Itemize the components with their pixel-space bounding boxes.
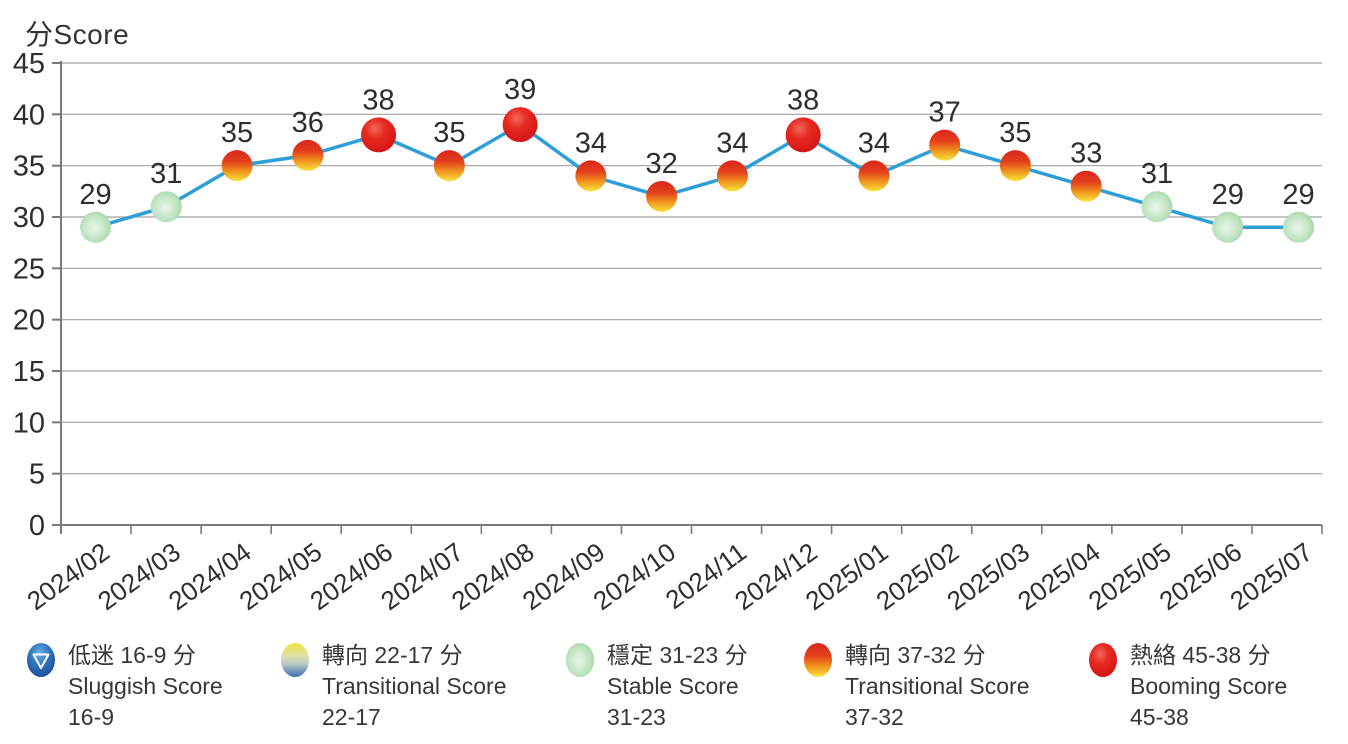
- svg-text:25: 25: [13, 253, 45, 285]
- svg-text:15: 15: [13, 356, 45, 388]
- svg-text:35: 35: [999, 117, 1031, 149]
- svg-text:2025/07: 2025/07: [1224, 537, 1318, 617]
- svg-text:33: 33: [1070, 138, 1102, 170]
- y-axis-title: 分Score: [25, 19, 130, 50]
- svg-text:31: 31: [150, 158, 182, 190]
- transitional-high-marker-icon: [804, 643, 832, 677]
- svg-text:37: 37: [929, 97, 961, 129]
- legend-label-range: 31-23: [607, 704, 666, 730]
- svg-text:36: 36: [292, 107, 324, 139]
- legend-label-en: Stable Score: [607, 673, 739, 699]
- legend-label-zh: 轉向 37-32 分: [845, 642, 986, 668]
- svg-text:34: 34: [575, 127, 607, 159]
- svg-text:45: 45: [13, 48, 45, 80]
- legend-label-range: 22-17: [322, 704, 381, 730]
- legend-label-zh: 低迷 16-9 分: [68, 642, 196, 668]
- legend-label-zh: 熱絡 45-38 分: [1130, 642, 1271, 668]
- legend-label-en: Transitional Score: [845, 673, 1030, 699]
- svg-text:20: 20: [13, 305, 45, 337]
- legend-label-zh: 穩定 31-23 分: [607, 642, 748, 668]
- svg-text:10: 10: [13, 407, 45, 439]
- svg-text:2024/10: 2024/10: [587, 537, 681, 617]
- svg-text:29: 29: [79, 179, 111, 211]
- svg-text:31: 31: [1141, 158, 1173, 190]
- svg-text:35: 35: [221, 117, 253, 149]
- legend-label-range: 16-9: [68, 704, 115, 730]
- score-trend-line-chart: 0510152025303540452024/022024/032024/042…: [13, 48, 1323, 617]
- svg-text:5: 5: [29, 459, 45, 491]
- booming-marker-icon: [1089, 643, 1117, 677]
- svg-text:29: 29: [1212, 179, 1244, 211]
- legend-label-zh: 轉向 22-17 分: [322, 642, 463, 668]
- svg-text:39: 39: [504, 74, 536, 106]
- svg-text:34: 34: [858, 127, 890, 159]
- svg-text:35: 35: [13, 151, 45, 183]
- legend-item-booming: 熱絡 45-38 分 Booming Score 45-38: [1088, 640, 1287, 733]
- legend-item-stable: 穩定 31-23 分 Stable Score 31-23: [565, 640, 748, 733]
- legend-label-en: Transitional Score: [322, 673, 507, 699]
- svg-text:29: 29: [1282, 179, 1314, 211]
- svg-text:0: 0: [29, 510, 45, 542]
- legend-label-range: 37-32: [845, 704, 904, 730]
- legend-item-sluggish: 低迷 16-9 分 Sluggish Score 16-9: [26, 640, 223, 733]
- legend-item-transitional-low: 轉向 22-17 分 Transitional Score 22-17: [280, 640, 507, 733]
- svg-text:34: 34: [716, 127, 748, 159]
- transitional-low-marker-icon: [281, 643, 309, 677]
- chart-legend: 低迷 16-9 分 Sluggish Score 16-9 轉向 22-17 分…: [0, 640, 1348, 744]
- sluggish-marker-icon: [27, 643, 55, 677]
- svg-text:35: 35: [433, 117, 465, 149]
- svg-text:38: 38: [362, 84, 394, 116]
- legend-label-range: 45-38: [1130, 704, 1189, 730]
- stable-marker-icon: [566, 643, 594, 677]
- svg-text:40: 40: [13, 99, 45, 131]
- svg-text:30: 30: [13, 202, 45, 234]
- legend-item-transitional-high: 轉向 37-32 分 Transitional Score 37-32: [803, 640, 1030, 733]
- svg-text:32: 32: [645, 148, 677, 180]
- svg-text:38: 38: [787, 84, 819, 116]
- legend-label-en: Sluggish Score: [68, 673, 223, 699]
- legend-label-en: Booming Score: [1130, 673, 1288, 699]
